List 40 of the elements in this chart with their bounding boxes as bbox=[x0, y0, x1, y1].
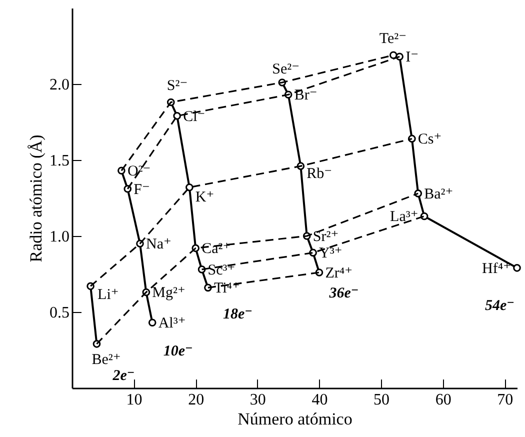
annotation: Zr⁴⁺ bbox=[325, 265, 353, 282]
x-tick-label: 30 bbox=[250, 392, 266, 408]
x-tick-label: 20 bbox=[188, 392, 204, 408]
annotation: Te²⁻ bbox=[379, 31, 407, 48]
x-tick-label: 40 bbox=[312, 392, 328, 408]
y-tick-label: 1.0 bbox=[50, 228, 70, 246]
annotation: Se²⁻ bbox=[272, 61, 300, 78]
annotation: Ba²⁺ bbox=[424, 186, 454, 202]
annotation: Mg²⁺ bbox=[152, 285, 186, 302]
x-tick-label: 50 bbox=[374, 392, 390, 408]
annotation: O²⁻ bbox=[127, 164, 151, 180]
y-tick-label: 1.5 bbox=[50, 152, 70, 170]
annotation: 36e⁻ bbox=[328, 285, 359, 302]
annotation: Y³⁺ bbox=[319, 246, 342, 262]
annotation: Al³⁺ bbox=[158, 316, 186, 332]
annotation: Cs⁺ bbox=[418, 132, 442, 148]
annotation: Na⁺ bbox=[146, 236, 172, 253]
annotation: 54e⁻ bbox=[485, 298, 515, 314]
y-tick-label: 2.0 bbox=[50, 76, 70, 94]
annotation: Li⁺ bbox=[98, 287, 119, 304]
annotation: Ti⁴⁺ bbox=[214, 280, 240, 297]
annotation: La³⁺ bbox=[390, 209, 418, 226]
x-tick-label: 60 bbox=[435, 392, 452, 408]
annotation: Rb⁻ bbox=[306, 166, 332, 182]
y-tick-label: 0.5 bbox=[50, 304, 70, 322]
annotation: I⁻ bbox=[406, 50, 418, 66]
y-axis-title: Radio atómico (Å) bbox=[26, 134, 46, 262]
x-axis-title: Número atómico bbox=[238, 410, 352, 428]
annotation: F⁻ bbox=[134, 182, 150, 198]
annotation: 2e⁻ bbox=[112, 368, 135, 384]
annotation: S²⁻ bbox=[166, 78, 188, 94]
annotation: Be²⁺ bbox=[92, 352, 121, 368]
x-tick-label: 10 bbox=[126, 392, 142, 408]
annotation: Sc³⁺ bbox=[208, 262, 236, 278]
annotation: Hf⁴⁺ bbox=[482, 260, 511, 277]
x-tick-label: 70 bbox=[497, 392, 514, 408]
annotation: Sr²⁺ bbox=[312, 229, 339, 245]
annotation: K⁺ bbox=[195, 189, 214, 206]
annotation: 10e⁻ bbox=[163, 344, 193, 360]
annotation: 18e⁻ bbox=[222, 306, 253, 323]
